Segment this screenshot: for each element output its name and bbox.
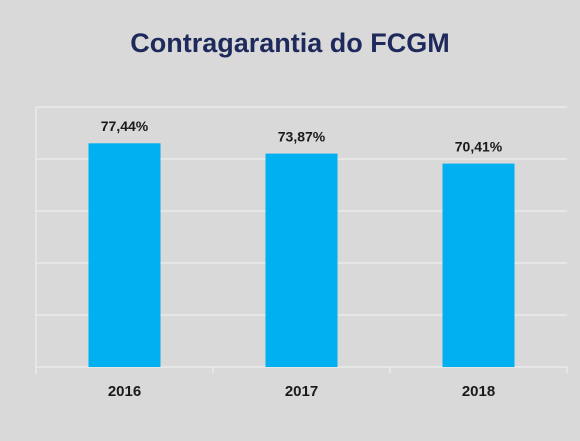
chart-title: Contragarantia do FCGM [130, 28, 450, 58]
x-tick-label: 2016 [108, 383, 141, 400]
bar [88, 143, 161, 367]
bar [442, 163, 515, 367]
x-tick-label: 2017 [285, 383, 318, 400]
data-label: 77,44% [101, 118, 149, 134]
x-tick-label: 2018 [462, 383, 495, 400]
data-label: 73,87% [278, 128, 326, 144]
bar [265, 153, 338, 367]
data-label: 70,41% [455, 138, 503, 154]
